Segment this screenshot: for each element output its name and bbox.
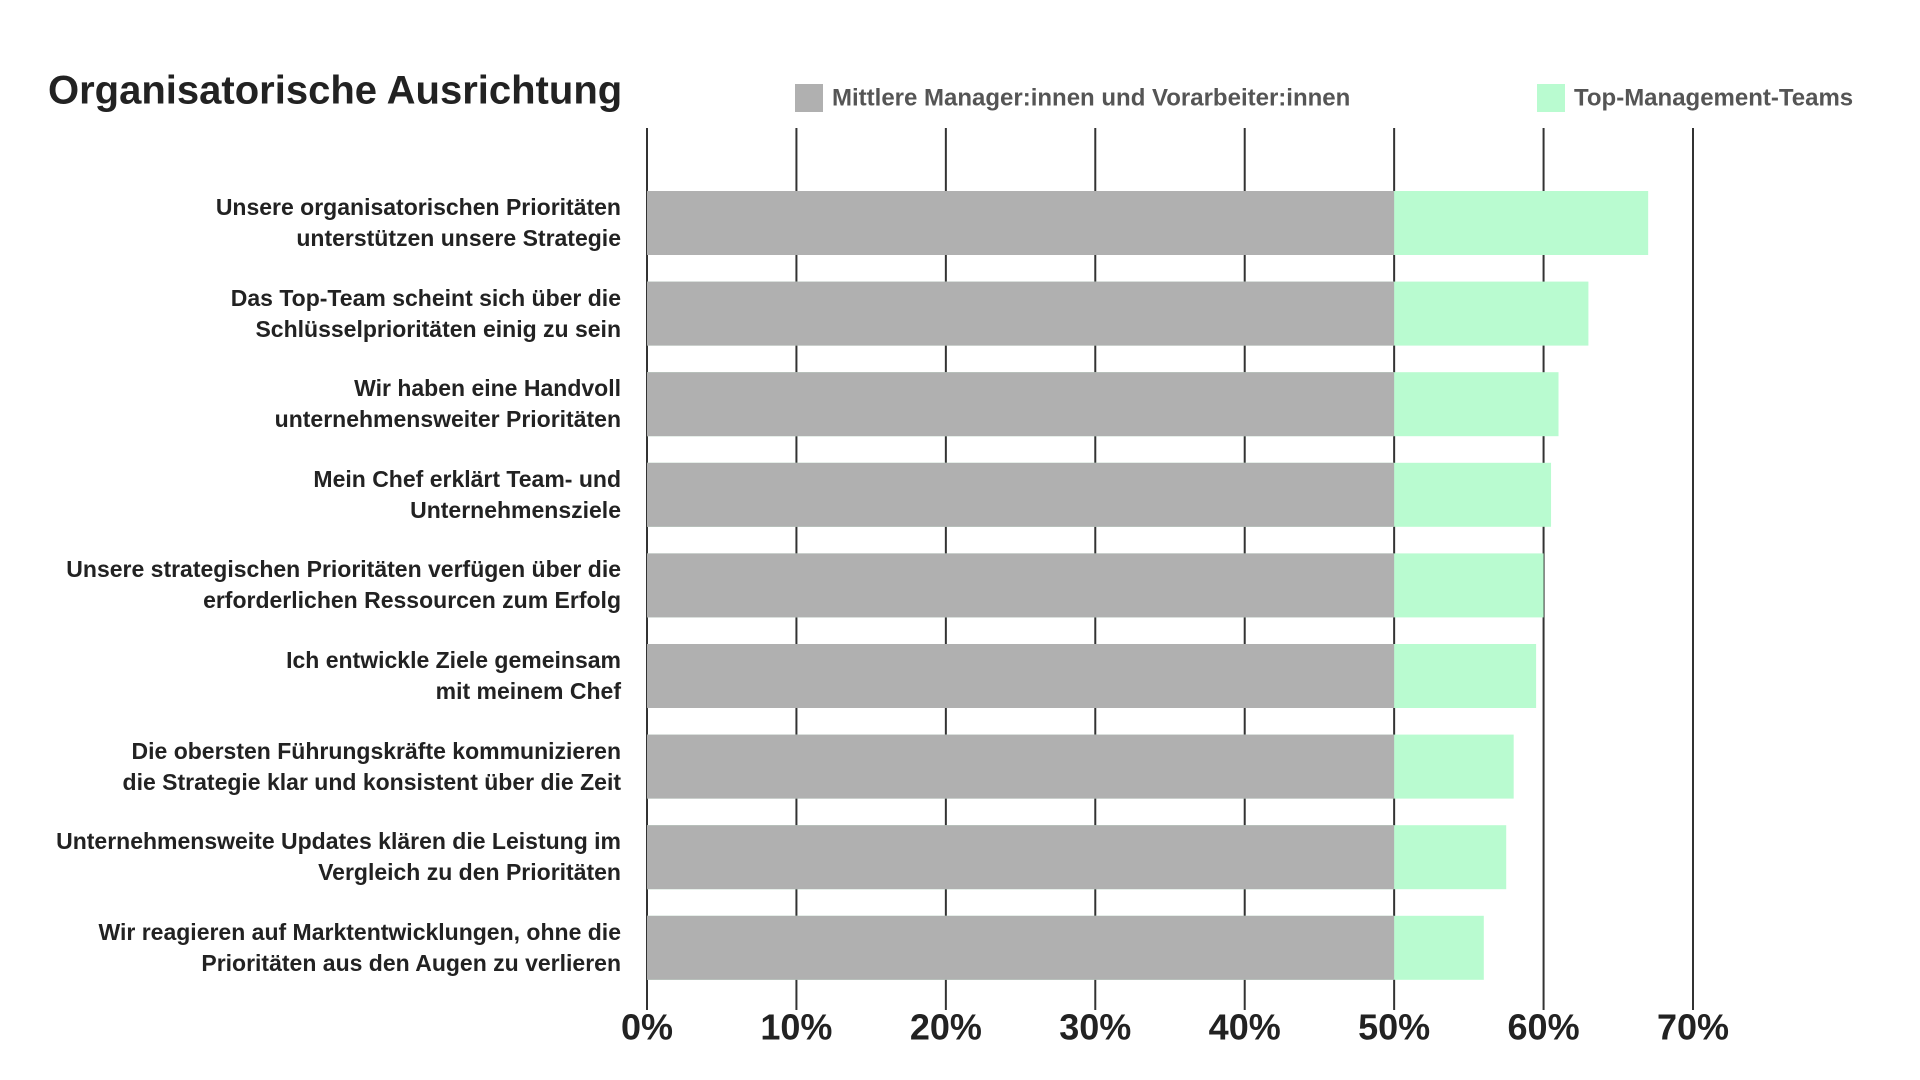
x-tick-label: 0% [621,1007,673,1048]
bar [647,372,1395,437]
bar [647,462,1395,527]
y-tick-label: Ich entwickle Ziele gemeinsam mit meinem… [286,647,621,704]
y-tick-label: Unsere organisatorischen Prioritäten unt… [215,194,621,251]
bar [647,553,1395,618]
x-tick-label: 60% [1508,1007,1580,1048]
x-tick-label: 70% [1657,1007,1729,1048]
bar [647,644,1395,708]
y-tick-label: Unternehmensweite Updates klären die Lei… [56,828,621,886]
y-tick-label: Unsere strategischen Prioritäten verfüge… [66,556,621,614]
y-tick-label: Wir reagieren auf Marktentwicklungen, oh… [98,918,621,976]
x-tick-label: 50% [1358,1007,1430,1048]
bar [647,734,1395,799]
x-tick-label: 30% [1059,1007,1131,1048]
y-tick-label: Die obersten Führungskräfte kommuniziere… [122,737,621,795]
x-tick-label: 10% [760,1007,832,1048]
bar [647,825,1395,890]
x-tick-label: 40% [1209,1007,1281,1048]
bar [647,281,1395,346]
x-tick-label: 20% [910,1007,982,1048]
legend-swatch [1537,84,1565,112]
y-tick-label: Das Top-Team scheint sich über die Schlü… [230,284,621,342]
legend-label: Mittlere Manager:innen und Vorarbeiter:i… [832,84,1350,111]
y-tick-label: Wir haben eine Handvoll unternehmensweit… [274,375,621,433]
bar [647,191,1395,255]
legend-label: Top-Management-Teams [1574,84,1853,111]
legend-swatch [795,84,823,112]
y-tick-label: Mein Chef erklärt Team- und Unternehmens… [313,465,621,523]
bar [647,915,1395,980]
chart-title: Organisatorische Ausrichtung [48,69,622,113]
